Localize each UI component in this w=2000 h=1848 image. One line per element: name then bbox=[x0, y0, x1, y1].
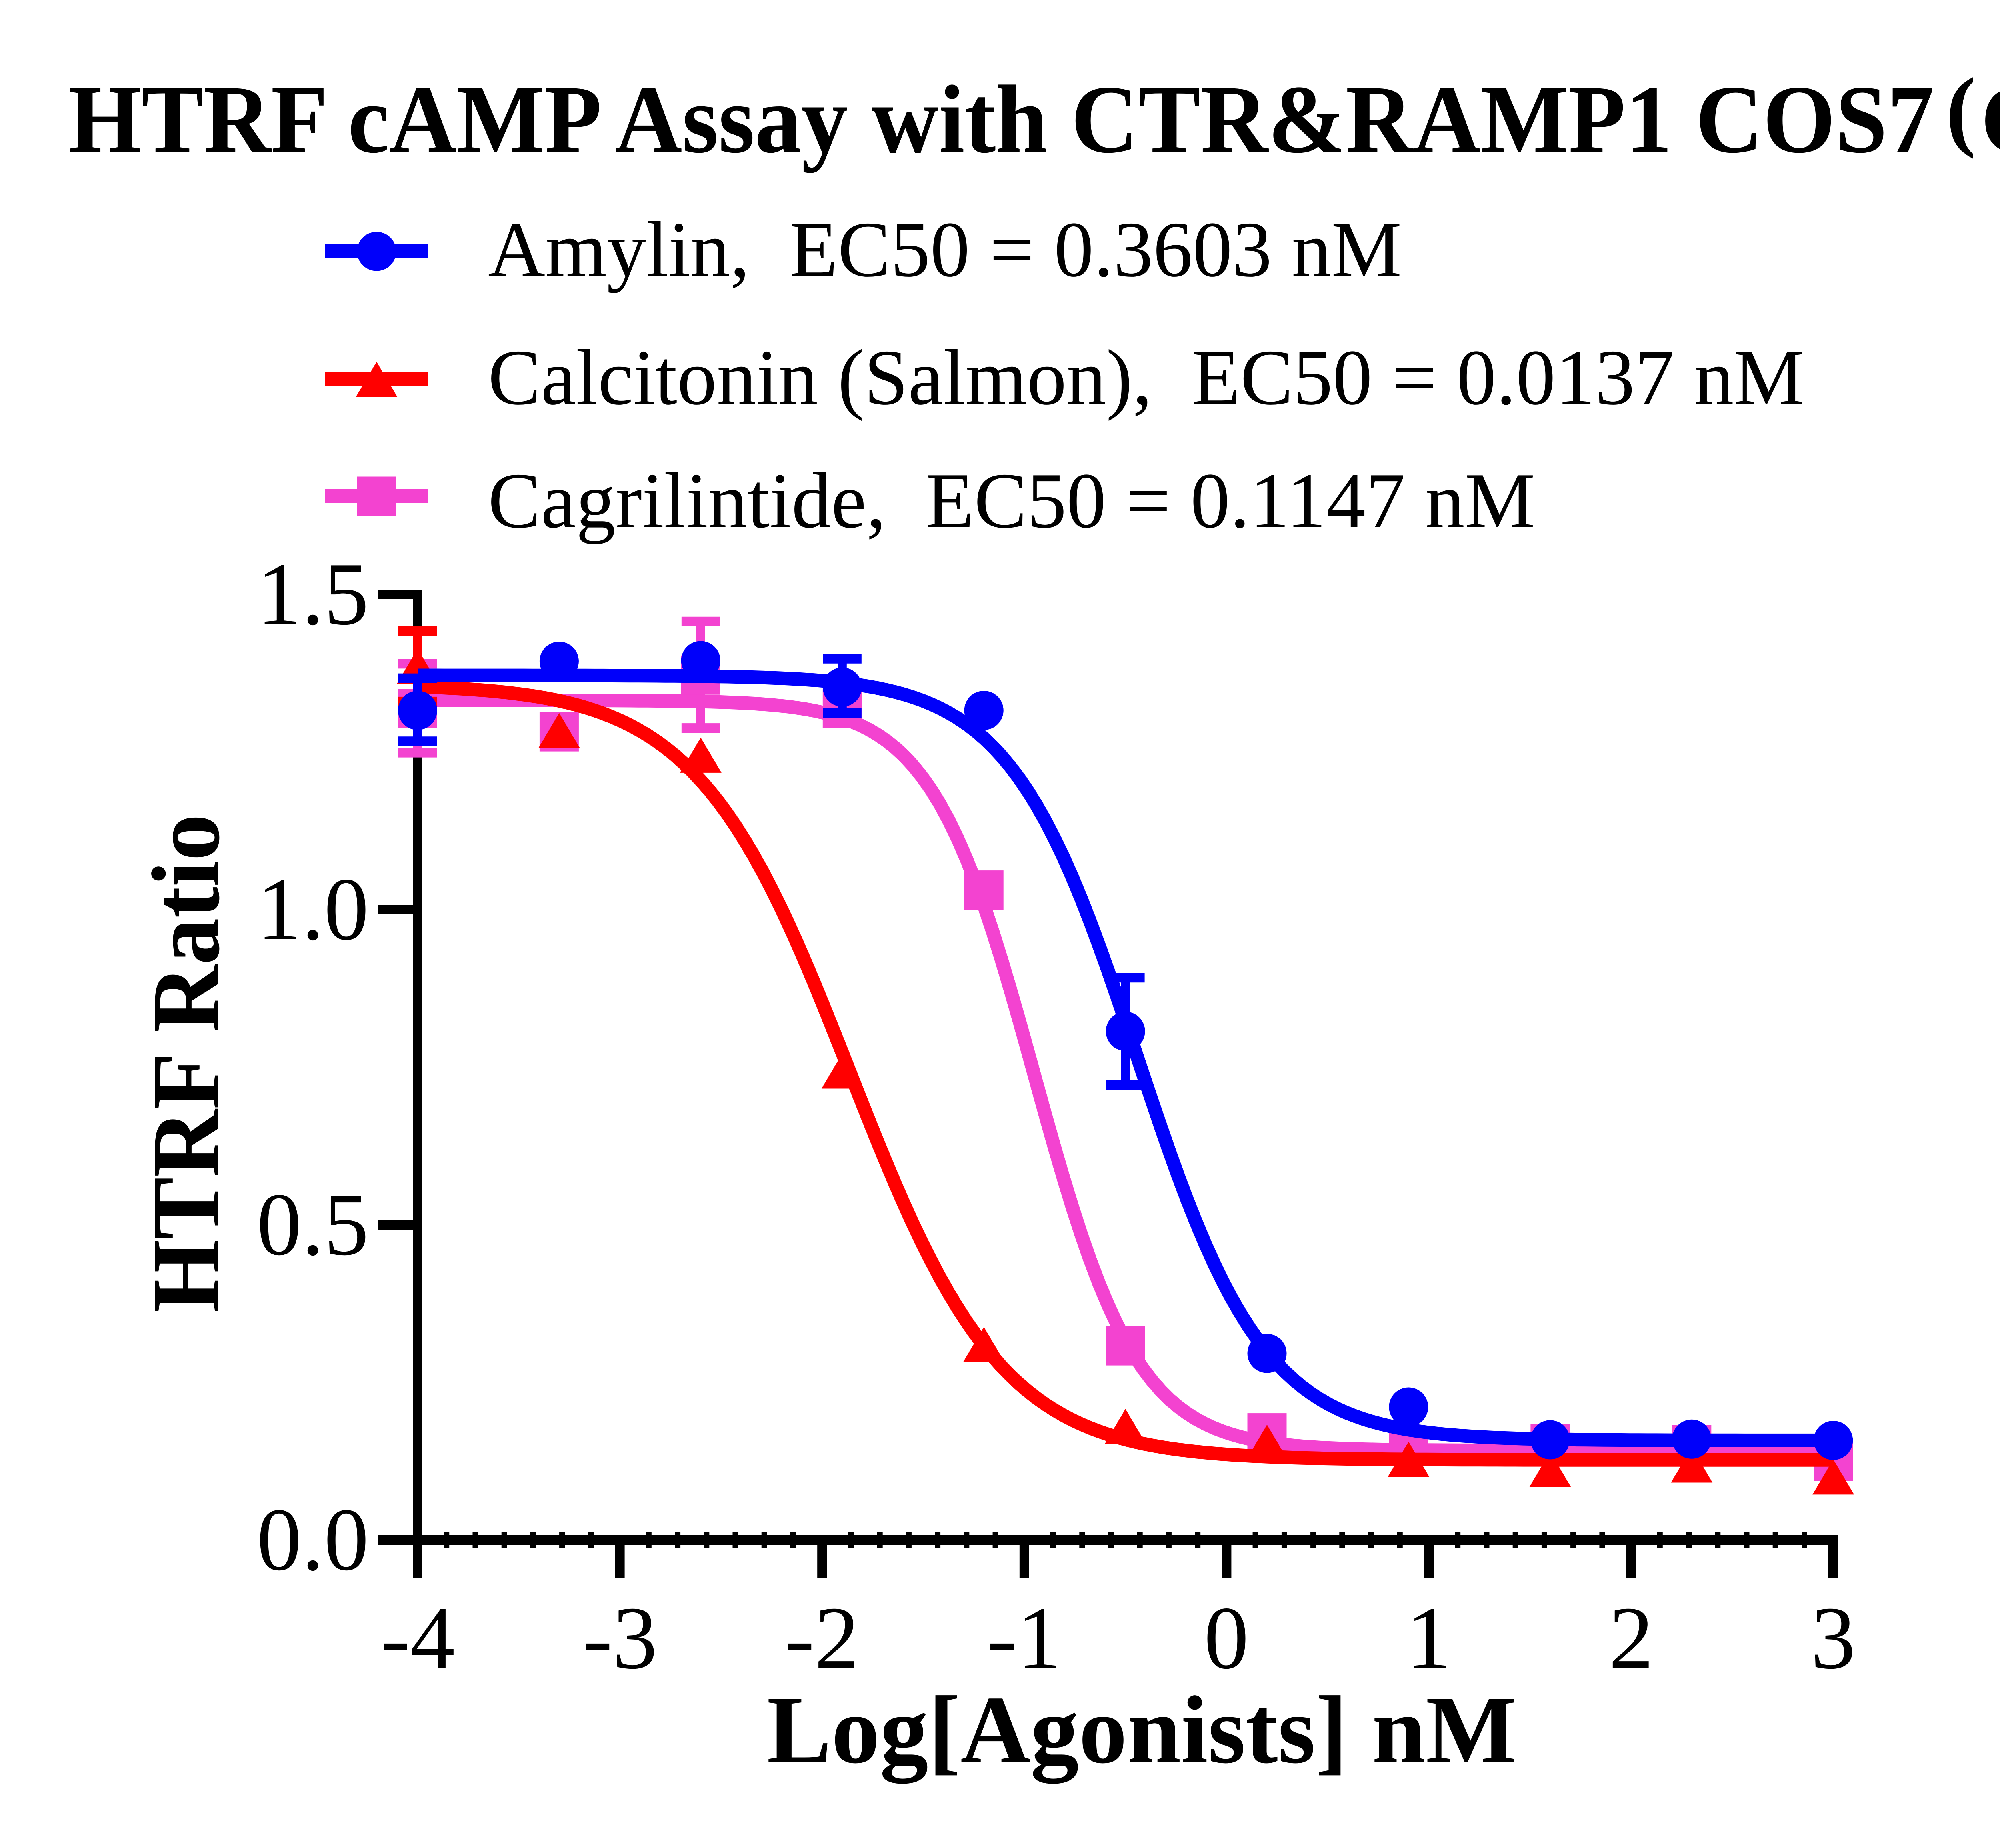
svg-text:Log[Agonists] nM: Log[Agonists] nM bbox=[767, 1676, 1517, 1784]
svg-text:2: 2 bbox=[1609, 1588, 1654, 1688]
svg-text:Amylin, EC50 = 0.3603 nM: Amylin, EC50 = 0.3603 nM bbox=[488, 206, 1402, 293]
svg-text:Cagrilintide, EC50 = 0.1147 n: Cagrilintide, EC50 = 0.1147 nM bbox=[488, 457, 1535, 544]
svg-text:1.5: 1.5 bbox=[257, 544, 369, 644]
svg-text:-4: -4 bbox=[380, 1588, 455, 1688]
svg-text:1.0: 1.0 bbox=[257, 860, 369, 959]
svg-text:1: 1 bbox=[1406, 1588, 1451, 1688]
svg-text:-2: -2 bbox=[785, 1588, 860, 1688]
svg-text:HTRF Ratio: HTRF Ratio bbox=[132, 814, 240, 1312]
svg-text:Calcitonin (Salmon), EC50 = 0: Calcitonin (Salmon), EC50 = 0.0137 nM bbox=[488, 334, 1804, 421]
svg-text:-3: -3 bbox=[583, 1588, 658, 1688]
svg-text:0.5: 0.5 bbox=[257, 1175, 369, 1274]
svg-text:0: 0 bbox=[1204, 1588, 1249, 1688]
svg-text:C: C bbox=[1980, 64, 2000, 174]
svg-text:0.0: 0.0 bbox=[257, 1490, 369, 1589]
svg-text:HTRF cAMP Assay with CTR&RAMP1: HTRF cAMP Assay with CTR&RAMP1 COS7 bbox=[69, 65, 1934, 173]
svg-text:3: 3 bbox=[1811, 1588, 1856, 1688]
svg-text:-1: -1 bbox=[987, 1588, 1062, 1688]
svg-text:(: ( bbox=[1946, 59, 1976, 159]
